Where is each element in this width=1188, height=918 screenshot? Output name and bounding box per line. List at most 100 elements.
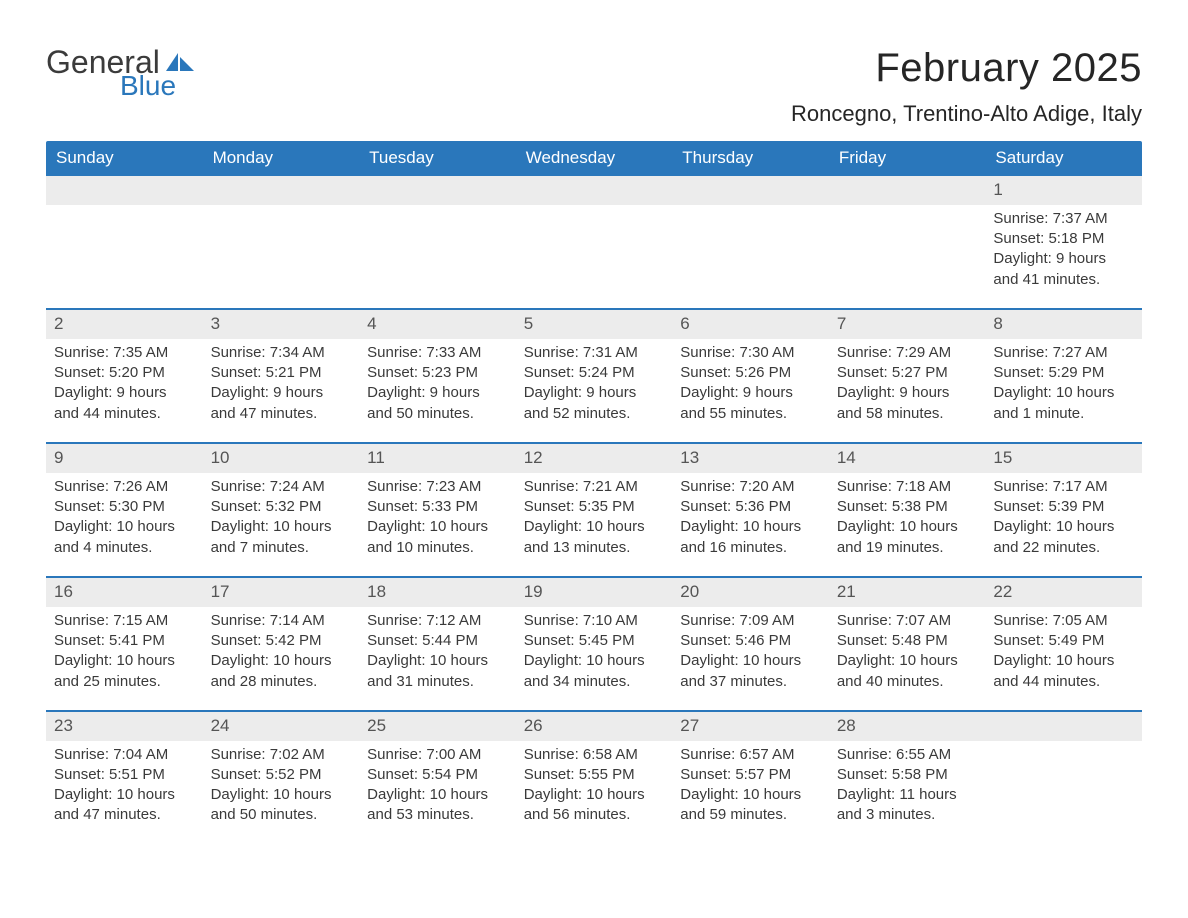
- day-number: 21: [829, 578, 986, 607]
- month-title: February 2025: [791, 46, 1142, 91]
- day-details: Sunrise: 7:29 AMSunset: 5:27 PMDaylight:…: [837, 343, 978, 424]
- daylight-line: Daylight: 10 hours and 40 minutes.: [837, 651, 978, 692]
- day-number: 20: [672, 578, 829, 607]
- sunrise-line: Sunrise: 7:12 AM: [367, 611, 508, 631]
- day-number: 3: [203, 310, 360, 339]
- sunset-line: Sunset: 5:33 PM: [367, 497, 508, 517]
- daylight-line: Daylight: 10 hours and 4 minutes.: [54, 517, 195, 558]
- week-row: 16 Sunrise: 7:15 AMSunset: 5:41 PMDayligh…: [46, 576, 1142, 710]
- day-number: 13: [672, 444, 829, 473]
- sunrise-line: Sunrise: 7:07 AM: [837, 611, 978, 631]
- day-cell: 21 Sunrise: 7:07 AMSunset: 5:48 PMDayligh…: [829, 576, 986, 710]
- day-number-bar: 6: [672, 308, 829, 339]
- day-cell: 15Sunrise: 7:17 AMSunset: 5:39 PMDayligh…: [985, 442, 1142, 576]
- day-details: Sunrise: 7:09 AMSunset: 5:46 PMDaylight:…: [680, 611, 821, 692]
- week-row: 2Sunrise: 7:35 AMSunset: 5:20 PMDaylight…: [46, 308, 1142, 442]
- day-number-bar: 25: [359, 710, 516, 741]
- dow-monday: Monday: [203, 141, 360, 176]
- day-cell-empty: .: [359, 176, 516, 308]
- calendar: SundayMondayTuesdayWednesdayThursdayFrid…: [46, 141, 1142, 844]
- day-number: 4: [359, 310, 516, 339]
- day-number-bar: 26: [516, 710, 673, 741]
- day-details: Sunrise: 7:18 AMSunset: 5:38 PMDaylight:…: [837, 477, 978, 558]
- day-details: Sunrise: 7:33 AMSunset: 5:23 PMDaylight:…: [367, 343, 508, 424]
- day-number-bar: 24: [203, 710, 360, 741]
- sunset-line: Sunset: 5:57 PM: [680, 765, 821, 785]
- daylight-line: Daylight: 10 hours and 37 minutes.: [680, 651, 821, 692]
- daylight-line: Daylight: 10 hours and 13 minutes.: [524, 517, 665, 558]
- sunrise-line: Sunrise: 7:02 AM: [211, 745, 352, 765]
- week-row: ......1Sunrise: 7:37 AMSunset: 5:18 PMDa…: [46, 176, 1142, 308]
- day-details: Sunrise: 6:55 AMSunset: 5:58 PMDaylight:…: [837, 745, 978, 826]
- sunrise-line: Sunrise: 7:34 AM: [211, 343, 352, 363]
- day-details: Sunrise: 7:20 AMSunset: 5:36 PMDaylight:…: [680, 477, 821, 558]
- daylight-line: Daylight: 10 hours and 50 minutes.: [211, 785, 352, 826]
- sunset-line: Sunset: 5:18 PM: [993, 229, 1134, 249]
- daylight-line: Daylight: 9 hours and 55 minutes.: [680, 383, 821, 424]
- daylight-line: Daylight: 9 hours and 44 minutes.: [54, 383, 195, 424]
- day-cell: 25Sunrise: 7:00 AMSunset: 5:54 PMDayligh…: [359, 710, 516, 844]
- day-cell-empty: .: [829, 176, 986, 308]
- sunset-line: Sunset: 5:45 PM: [524, 631, 665, 651]
- day-details: Sunrise: 7:15 AMSunset: 5:41 PMDaylight:…: [54, 611, 195, 692]
- day-details: Sunrise: 7:07 AMSunset: 5:48 PMDaylight:…: [837, 611, 978, 692]
- day-number: 15: [985, 444, 1142, 473]
- daylight-line: Daylight: 9 hours and 41 minutes.: [993, 249, 1134, 290]
- sunset-line: Sunset: 5:58 PM: [837, 765, 978, 785]
- day-details: Sunrise: 7:04 AMSunset: 5:51 PMDaylight:…: [54, 745, 195, 826]
- sunrise-line: Sunrise: 7:09 AM: [680, 611, 821, 631]
- day-cell: 10Sunrise: 7:24 AMSunset: 5:32 PMDayligh…: [203, 442, 360, 576]
- day-cell-empty: .: [672, 176, 829, 308]
- daylight-line: Daylight: 11 hours and 3 minutes.: [837, 785, 978, 826]
- dow-wednesday: Wednesday: [516, 141, 673, 176]
- sunset-line: Sunset: 5:55 PM: [524, 765, 665, 785]
- sunrise-line: Sunrise: 7:14 AM: [211, 611, 352, 631]
- sunset-line: Sunset: 5:29 PM: [993, 363, 1134, 383]
- day-details: Sunrise: 7:05 AMSunset: 5:49 PMDaylight:…: [993, 611, 1134, 692]
- sunrise-line: Sunrise: 7:20 AM: [680, 477, 821, 497]
- sunrise-line: Sunrise: 7:05 AM: [993, 611, 1134, 631]
- day-number: 24: [203, 712, 360, 741]
- daylight-line: Daylight: 10 hours and 10 minutes.: [367, 517, 508, 558]
- day-cell-empty: .: [46, 176, 203, 308]
- sunset-line: Sunset: 5:21 PM: [211, 363, 352, 383]
- dow-saturday: Saturday: [985, 141, 1142, 176]
- day-number-bar: 17: [203, 576, 360, 607]
- day-number: 28: [829, 712, 986, 741]
- sunrise-line: Sunrise: 7:30 AM: [680, 343, 821, 363]
- day-details: Sunrise: 7:26 AMSunset: 5:30 PMDaylight:…: [54, 477, 195, 558]
- day-number-bar: 11: [359, 442, 516, 473]
- day-cell: 4 Sunrise: 7:33 AMSunset: 5:23 PMDaylight…: [359, 308, 516, 442]
- dow-friday: Friday: [829, 141, 986, 176]
- day-number-bar: 19: [516, 576, 673, 607]
- dow-thursday: Thursday: [672, 141, 829, 176]
- day-number-bar: 16: [46, 576, 203, 607]
- day-cell: 8Sunrise: 7:27 AMSunset: 5:29 PMDaylight…: [985, 308, 1142, 442]
- day-number-bar: 10: [203, 442, 360, 473]
- day-details: Sunrise: 7:14 AMSunset: 5:42 PMDaylight:…: [211, 611, 352, 692]
- day-number-bar: 13: [672, 442, 829, 473]
- sunset-line: Sunset: 5:36 PM: [680, 497, 821, 517]
- week-row: 23 Sunrise: 7:04 AMSunset: 5:51 PMDayligh…: [46, 710, 1142, 844]
- sunset-line: Sunset: 5:20 PM: [54, 363, 195, 383]
- daylight-line: Daylight: 10 hours and 25 minutes.: [54, 651, 195, 692]
- day-of-week-header: SundayMondayTuesdayWednesdayThursdayFrid…: [46, 141, 1142, 176]
- sunrise-line: Sunrise: 6:55 AM: [837, 745, 978, 765]
- day-cell: 19Sunrise: 7:10 AMSunset: 5:45 PMDayligh…: [516, 576, 673, 710]
- day-number-bar: .: [985, 710, 1142, 741]
- day-number: 14: [829, 444, 986, 473]
- day-number: 19: [516, 578, 673, 607]
- sunset-line: Sunset: 5:32 PM: [211, 497, 352, 517]
- daylight-line: Daylight: 10 hours and 22 minutes.: [993, 517, 1134, 558]
- day-cell: 13 Sunrise: 7:20 AMSunset: 5:36 PMDayligh…: [672, 442, 829, 576]
- sunrise-line: Sunrise: 6:58 AM: [524, 745, 665, 765]
- sunset-line: Sunset: 5:35 PM: [524, 497, 665, 517]
- day-number-bar: 23: [46, 710, 203, 741]
- daylight-line: Daylight: 9 hours and 52 minutes.: [524, 383, 665, 424]
- day-number-bar: 22: [985, 576, 1142, 607]
- sunrise-line: Sunrise: 7:00 AM: [367, 745, 508, 765]
- day-cell: 23 Sunrise: 7:04 AMSunset: 5:51 PMDayligh…: [46, 710, 203, 844]
- day-number: 5: [516, 310, 673, 339]
- day-cell: 18Sunrise: 7:12 AMSunset: 5:44 PMDayligh…: [359, 576, 516, 710]
- day-number: 9: [46, 444, 203, 473]
